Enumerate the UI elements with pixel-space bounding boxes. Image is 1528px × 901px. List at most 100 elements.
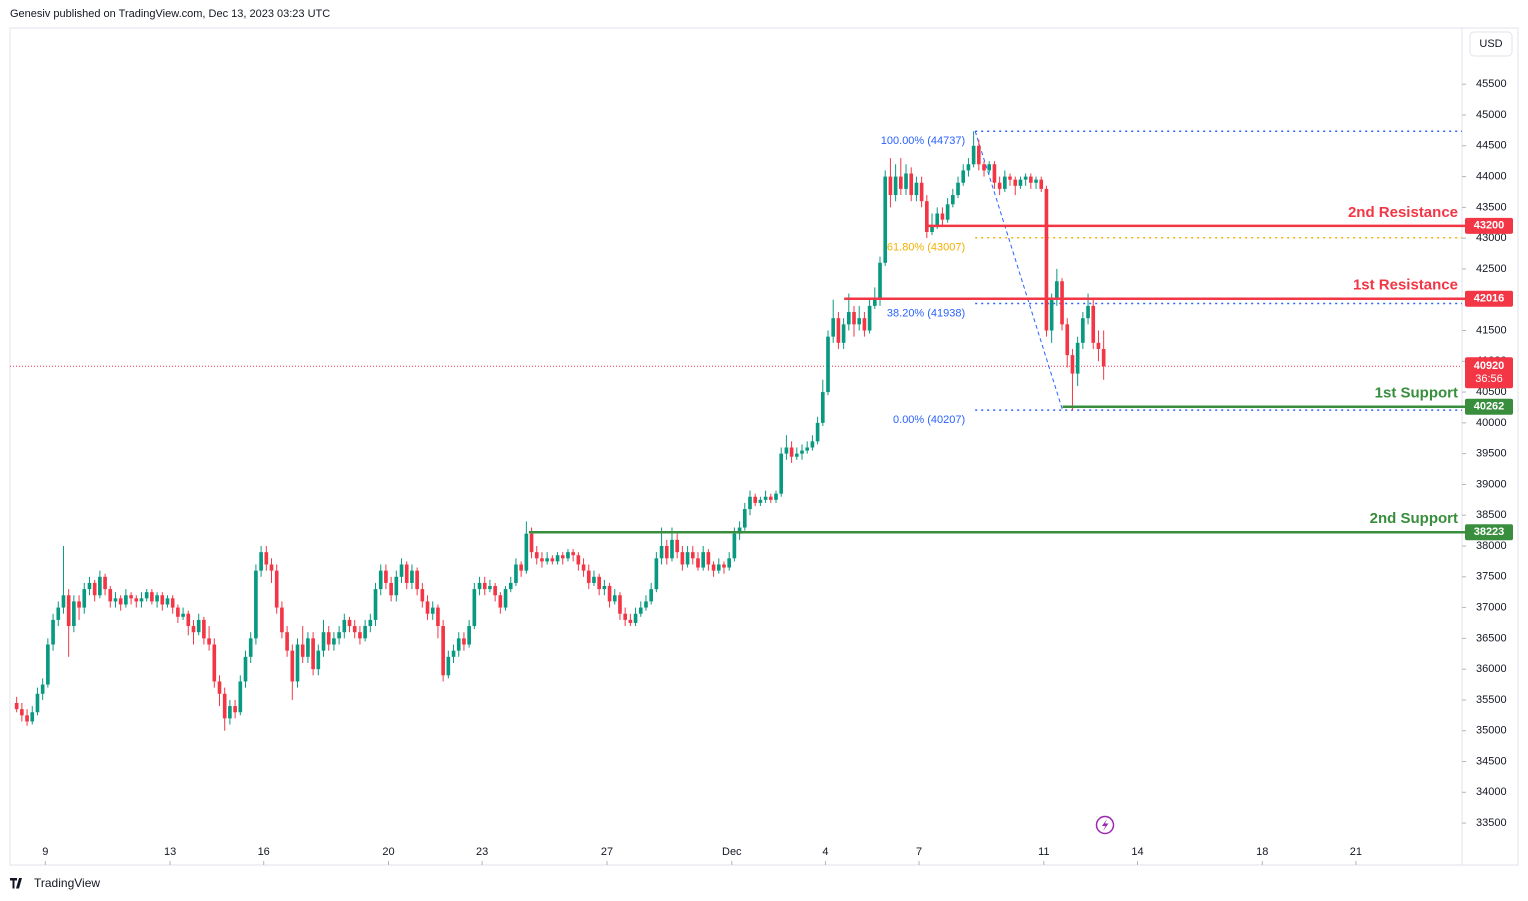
candle-body <box>311 638 315 670</box>
candle-body <box>92 582 97 596</box>
candle-body <box>529 533 534 553</box>
candle-body <box>14 703 19 710</box>
candle-body <box>690 552 695 559</box>
candle-body <box>904 173 908 189</box>
candle-body <box>212 644 217 682</box>
candle-body <box>857 318 862 325</box>
candle-body <box>982 164 986 171</box>
candle-body <box>98 576 102 596</box>
candle-body <box>124 595 128 605</box>
candle-body <box>280 607 284 633</box>
candle-body <box>87 582 92 590</box>
candle-body <box>898 176 903 189</box>
y-tick-label: 45000 <box>1476 109 1507 121</box>
candle-body <box>326 632 331 645</box>
candle-body <box>545 558 549 562</box>
candle-body <box>826 336 830 393</box>
currency-box[interactable] <box>1469 31 1513 57</box>
candle-body <box>269 564 274 571</box>
candle-body <box>649 589 653 602</box>
candle-body <box>108 589 113 602</box>
candle-body <box>160 595 165 605</box>
candle-body <box>222 693 227 719</box>
footer-logo <box>10 878 22 889</box>
candle-body <box>550 558 555 562</box>
candle-body <box>129 595 133 599</box>
x-tick-label: 27 <box>601 846 613 858</box>
candle-body <box>363 626 367 639</box>
candle-body <box>514 564 518 583</box>
candle-body <box>66 595 71 627</box>
candle-body <box>935 213 940 226</box>
level-name: 2nd Support <box>1370 510 1458 527</box>
candle-body <box>555 555 560 562</box>
y-tick-label: 36000 <box>1476 663 1507 675</box>
candle-body <box>576 555 581 565</box>
candle-body <box>659 545 664 559</box>
candle-body <box>987 164 992 171</box>
candle-body <box>711 564 716 571</box>
candle-body <box>113 598 118 602</box>
candle-body <box>243 656 248 682</box>
last-price-box <box>1465 357 1513 389</box>
candle-body <box>623 613 627 620</box>
currency[interactable]: USD <box>1479 38 1502 50</box>
candle-body <box>342 619 347 633</box>
candle-body <box>30 712 35 722</box>
candle-body <box>472 589 477 627</box>
lightning-icon[interactable] <box>1095 815 1115 835</box>
candle-body <box>415 570 419 590</box>
candle-body <box>352 626 357 633</box>
level-axis-label: 38223 <box>1474 526 1505 538</box>
candle-body <box>430 607 435 614</box>
y-tick-label: 36500 <box>1476 632 1507 644</box>
candle-body <box>758 499 763 503</box>
candle-body <box>259 552 263 571</box>
level-axis-box <box>1465 524 1513 541</box>
candle-body <box>1060 281 1064 325</box>
level-name: 1st Support <box>1375 385 1458 402</box>
fib-label: 38.20% (41938) <box>887 307 965 319</box>
candle-body <box>774 493 778 500</box>
candle-body <box>748 496 752 510</box>
candle-body <box>285 632 289 651</box>
candle-body <box>134 598 139 602</box>
x-tick-label: 7 <box>916 846 922 858</box>
candle-body <box>951 195 955 205</box>
candle-body <box>1096 342 1101 349</box>
candle-body <box>25 715 29 722</box>
candle-body <box>685 552 690 565</box>
candle-body <box>446 656 451 676</box>
candle-body <box>347 619 352 627</box>
candle-body <box>77 601 81 608</box>
candle-body <box>118 598 123 605</box>
candle-body <box>150 592 154 602</box>
candle-body <box>779 453 784 494</box>
candle-body <box>867 305 872 331</box>
candle-body <box>420 589 425 602</box>
candle-body <box>425 601 430 614</box>
candle-body <box>618 595 622 614</box>
fib-label: 100.00% (44737) <box>881 135 965 147</box>
candle-body <box>893 176 898 196</box>
candle-body <box>217 681 222 694</box>
candle-body <box>1034 179 1038 183</box>
candle-body <box>566 552 570 559</box>
candle-body <box>1081 318 1085 343</box>
candle-body <box>368 619 373 627</box>
candle-body <box>883 176 888 263</box>
candle-body <box>742 509 747 528</box>
x-tick-label: Dec <box>722 846 742 858</box>
candle-body <box>228 706 232 719</box>
candle-body <box>1039 179 1044 189</box>
candle-body <box>862 318 867 331</box>
candle-body <box>181 613 185 617</box>
candle-body <box>945 204 950 220</box>
candle-body <box>332 638 336 645</box>
candle-body <box>753 496 758 503</box>
candle-body <box>176 607 180 617</box>
candle-body <box>384 570 388 583</box>
candle-body <box>956 182 960 196</box>
candle-body <box>1013 179 1018 186</box>
candle-body <box>644 601 648 608</box>
